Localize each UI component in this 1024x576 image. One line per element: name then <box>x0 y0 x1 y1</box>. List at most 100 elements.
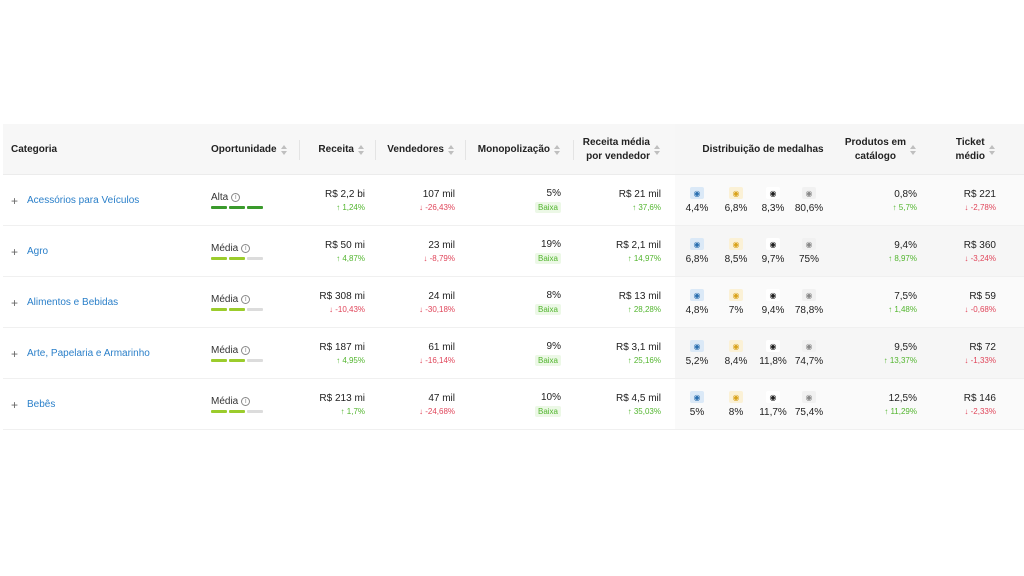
produtos-value: 12,5% <box>888 393 917 404</box>
sort-icon[interactable] <box>989 144 996 156</box>
header-receita[interactable]: Receita <box>299 124 365 175</box>
medal-cell: ◉ 6,8% <box>722 175 750 226</box>
table-row[interactable]: + Alimentos e Bebidas Média i R$ 308 mi ↓… <box>3 277 1024 328</box>
table-header: Categoria Oportunidade Receita Vendedore… <box>3 124 1024 175</box>
ticket-delta: ↓ -3,24% <box>964 254 996 263</box>
vendedores-cell: 107 mil ↓ -26,43% <box>375 175 455 226</box>
header-oportunidade-label: Oportunidade <box>211 144 277 155</box>
receita-media-value: R$ 4,5 mil <box>615 393 661 404</box>
ticket-cell: R$ 146 ↓ -2,33% <box>943 379 996 430</box>
divider <box>299 140 300 160</box>
row-shade <box>675 277 1024 327</box>
expand-icon[interactable]: + <box>11 193 19 208</box>
vendedores-value: 23 mil <box>428 240 455 251</box>
category-link[interactable]: Alimentos e Bebidas <box>27 297 119 308</box>
vendedores-delta-value: -30,18% <box>425 305 455 314</box>
opportunity-bar <box>211 206 227 209</box>
category-cell[interactable]: + Bebês <box>11 379 55 430</box>
info-icon[interactable]: i <box>241 346 251 355</box>
opportunity-label: Alta i <box>211 192 301 203</box>
opportunity-text: Média <box>211 345 239 356</box>
medal-pct: 80,6% <box>794 203 824 214</box>
medal-blue-icon: ◉ <box>690 238 704 250</box>
header-shade <box>675 124 1024 174</box>
info-icon[interactable]: i <box>241 244 251 253</box>
table-row[interactable]: + Acessórios para Veículos Alta i R$ 2,2 … <box>3 175 1024 226</box>
vendedores-delta: ↓ -24,68% <box>418 407 455 416</box>
produtos-value: 9,5% <box>894 342 917 353</box>
vendedores-value: 61 mil <box>428 342 455 353</box>
produtos-cell: 9,4% ↑ 8,97% <box>833 226 917 277</box>
receita-delta: ↑ 4,95% <box>336 356 365 365</box>
receita-media-value: R$ 3,1 mil <box>615 342 661 353</box>
expand-icon[interactable]: + <box>11 397 19 412</box>
header-ticket[interactable]: Ticket médio <box>943 124 996 175</box>
table-row[interactable]: + Bebês Média i R$ 213 mi ↑ 1,7% 47 mil ↓… <box>3 379 1024 430</box>
category-link[interactable]: Agro <box>27 246 49 257</box>
header-produtos-line2: catálogo <box>854 150 896 162</box>
header-oportunidade[interactable]: Oportunidade <box>211 124 311 175</box>
sort-icon[interactable] <box>448 144 455 156</box>
medal-pct: 4,8% <box>685 305 709 316</box>
receita-media-cell: R$ 4,5 mil ↑ 35,03% <box>573 379 661 430</box>
medal-gold-icon: ◉ <box>729 187 743 199</box>
opportunity-cell: Média i <box>211 379 301 430</box>
opportunity-bar <box>247 257 263 260</box>
produtos-delta: ↑ 13,37% <box>883 356 917 365</box>
sort-icon[interactable] <box>280 144 288 156</box>
receita-media-delta-value: 25,16% <box>633 356 661 365</box>
category-link[interactable]: Acessórios para Veículos <box>27 195 140 206</box>
category-link[interactable]: Bebês <box>27 399 56 410</box>
opportunity-bar <box>211 308 227 311</box>
header-produtos[interactable]: Produtos em catálogo <box>833 124 917 175</box>
category-cell[interactable]: + Acessórios para Veículos <box>11 175 139 226</box>
medal-cell: ◉ 9,4% <box>759 277 787 328</box>
medal-gold-icon: ◉ <box>729 289 743 301</box>
vendedores-delta: ↓ -26,43% <box>418 203 455 212</box>
opportunity-text: Média <box>211 294 239 305</box>
category-cell[interactable]: + Alimentos e Bebidas <box>11 277 118 328</box>
opportunity-label: Média i <box>211 294 301 305</box>
expand-icon[interactable]: + <box>11 346 19 361</box>
table-row[interactable]: + Agro Média i R$ 50 mi ↑ 4,87% 23 mil ↓ … <box>3 226 1024 277</box>
ticket-value: R$ 72 <box>969 342 996 353</box>
medal-pct: 6,8% <box>724 203 748 214</box>
expand-icon[interactable]: + <box>11 244 19 259</box>
monopolizacao-badge: Baixa <box>534 304 561 315</box>
category-cell[interactable]: + Agro <box>11 226 48 277</box>
header-vendedores-label: Vendedores <box>387 144 444 155</box>
receita-delta-value: 1,7% <box>346 407 365 416</box>
medal-cell: ◉ 7% <box>722 277 750 328</box>
header-monopolizacao[interactable]: Monopolização <box>465 124 561 175</box>
table-body: + Acessórios para Veículos Alta i R$ 2,2 … <box>3 175 1024 430</box>
monopolizacao-cell: 5% Baixa <box>465 175 561 226</box>
medal-cell: ◉ 5% <box>683 379 711 430</box>
category-link[interactable]: Arte, Papelaria e Armarinho <box>27 348 150 359</box>
sort-icon[interactable] <box>910 144 917 156</box>
vendedores-cell: 47 mil ↓ -24,68% <box>375 379 455 430</box>
info-icon[interactable]: i <box>241 397 251 406</box>
categories-table: Categoria Oportunidade Receita Vendedore… <box>3 124 1024 430</box>
row-shade <box>675 379 1024 429</box>
receita-media-value: R$ 2,1 mil <box>615 240 661 251</box>
receita-delta: ↑ 1,7% <box>340 407 365 416</box>
sort-icon[interactable] <box>654 144 661 156</box>
sort-icon[interactable] <box>554 144 561 156</box>
table-row[interactable]: + Arte, Papelaria e Armarinho Média i R$ … <box>3 328 1024 379</box>
produtos-delta-value: 11,29% <box>890 407 917 416</box>
category-cell[interactable]: + Arte, Papelaria e Armarinho <box>11 328 150 379</box>
medal-pct: 78,8% <box>794 305 824 316</box>
produtos-cell: 0,8% ↑ 5,7% <box>833 175 917 226</box>
monopolizacao-badge: Baixa <box>534 253 561 264</box>
produtos-cell: 7,5% ↑ 1,48% <box>833 277 917 328</box>
medal-pct: 8,3% <box>761 203 785 214</box>
expand-icon[interactable]: + <box>11 295 19 310</box>
info-icon[interactable]: i <box>241 295 251 304</box>
info-icon[interactable]: i <box>231 193 241 202</box>
header-ticket-line1: Ticket <box>955 136 985 148</box>
produtos-delta: ↑ 1,48% <box>888 305 917 314</box>
receita-delta: ↑ 1,24% <box>336 203 365 212</box>
header-vendedores[interactable]: Vendedores <box>375 124 455 175</box>
header-receita-media[interactable]: Receita média por vendedor <box>573 124 661 175</box>
sort-icon[interactable] <box>358 144 365 156</box>
